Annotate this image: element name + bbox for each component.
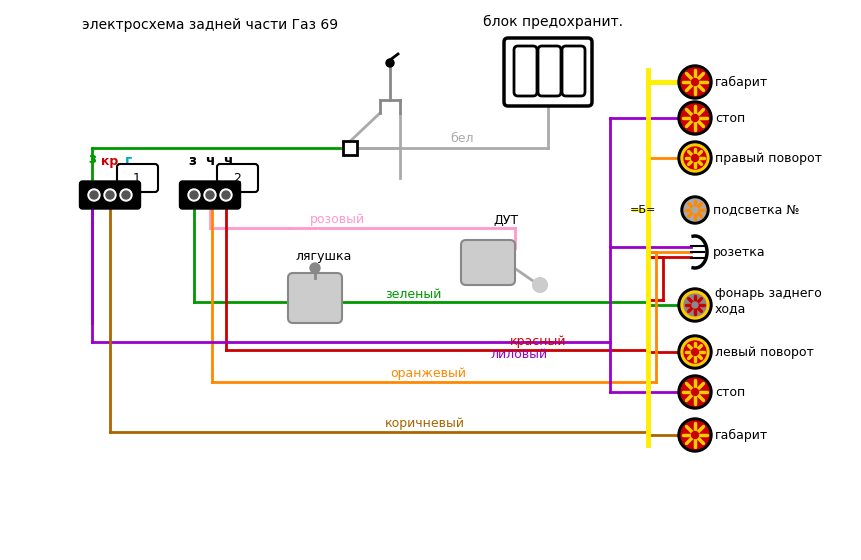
Text: ч: ч [205, 154, 214, 168]
Circle shape [188, 189, 200, 201]
Text: фонарь заднего
хода: фонарь заднего хода [715, 287, 821, 315]
Circle shape [204, 189, 216, 201]
Circle shape [681, 144, 709, 172]
Circle shape [691, 155, 698, 161]
FancyBboxPatch shape [117, 164, 158, 192]
Circle shape [681, 291, 709, 319]
FancyBboxPatch shape [514, 46, 537, 96]
Circle shape [681, 196, 709, 224]
Text: оранжевый: оранжевый [390, 366, 466, 380]
Text: электросхема задней части Газ 69: электросхема задней части Газ 69 [82, 18, 338, 32]
Circle shape [681, 68, 709, 96]
Circle shape [386, 59, 394, 67]
Text: з: з [88, 152, 96, 166]
Circle shape [310, 263, 320, 273]
Circle shape [190, 191, 198, 199]
Text: блок предохранит.: блок предохранит. [483, 15, 623, 29]
Circle shape [106, 191, 114, 199]
Circle shape [681, 421, 709, 449]
Circle shape [681, 338, 709, 366]
Text: красный: красный [510, 334, 567, 348]
Text: 2: 2 [233, 171, 241, 184]
FancyBboxPatch shape [504, 38, 592, 106]
Circle shape [691, 114, 698, 122]
Text: подсветка №: подсветка № [713, 203, 799, 217]
Bar [343, 141, 357, 155]
Circle shape [692, 302, 698, 308]
FancyBboxPatch shape [217, 164, 258, 192]
Circle shape [678, 418, 712, 452]
Circle shape [104, 189, 116, 201]
Circle shape [678, 375, 712, 409]
Text: габарит: габарит [715, 76, 768, 88]
FancyBboxPatch shape [562, 46, 585, 96]
Text: ДУТ: ДУТ [493, 213, 518, 226]
Circle shape [684, 199, 706, 221]
Text: =Б=: =Б= [630, 205, 656, 215]
Circle shape [120, 189, 132, 201]
Circle shape [681, 104, 709, 132]
Text: розетка: розетка [713, 245, 765, 259]
FancyBboxPatch shape [179, 181, 240, 209]
Circle shape [684, 294, 706, 316]
FancyBboxPatch shape [79, 181, 140, 209]
Text: лиловый: лиловый [490, 348, 547, 361]
Circle shape [678, 65, 712, 99]
Text: г: г [124, 154, 132, 168]
Text: коричневый: коричневый [385, 417, 465, 430]
Text: левый поворот: левый поворот [715, 346, 814, 358]
Circle shape [691, 432, 698, 438]
FancyBboxPatch shape [538, 46, 561, 96]
Circle shape [220, 189, 232, 201]
Circle shape [691, 78, 698, 86]
Text: стоп: стоп [715, 111, 746, 124]
Text: лягушка: лягушка [295, 250, 351, 263]
Text: кр: кр [102, 155, 119, 168]
Text: розовый: розовый [310, 212, 365, 226]
Circle shape [691, 348, 698, 356]
Text: зеленый: зеленый [385, 287, 442, 301]
Circle shape [222, 191, 230, 199]
Circle shape [681, 378, 709, 406]
Circle shape [678, 288, 712, 322]
Circle shape [684, 341, 706, 363]
Text: стоп: стоп [715, 385, 746, 399]
Circle shape [122, 191, 130, 199]
Circle shape [684, 147, 706, 169]
Circle shape [90, 191, 98, 199]
Circle shape [533, 278, 547, 292]
Text: 1: 1 [133, 171, 141, 184]
Text: ч: ч [223, 154, 232, 168]
Text: габарит: габарит [715, 428, 768, 441]
FancyBboxPatch shape [461, 240, 515, 285]
Circle shape [692, 207, 698, 213]
Circle shape [678, 141, 712, 175]
Text: з: з [188, 154, 196, 168]
Circle shape [678, 101, 712, 135]
FancyBboxPatch shape [288, 273, 342, 323]
Circle shape [206, 191, 214, 199]
Text: бел: бел [450, 132, 474, 144]
Circle shape [88, 189, 100, 201]
Circle shape [678, 335, 712, 369]
Text: правый поворот: правый поворот [715, 152, 822, 165]
Circle shape [691, 389, 698, 395]
